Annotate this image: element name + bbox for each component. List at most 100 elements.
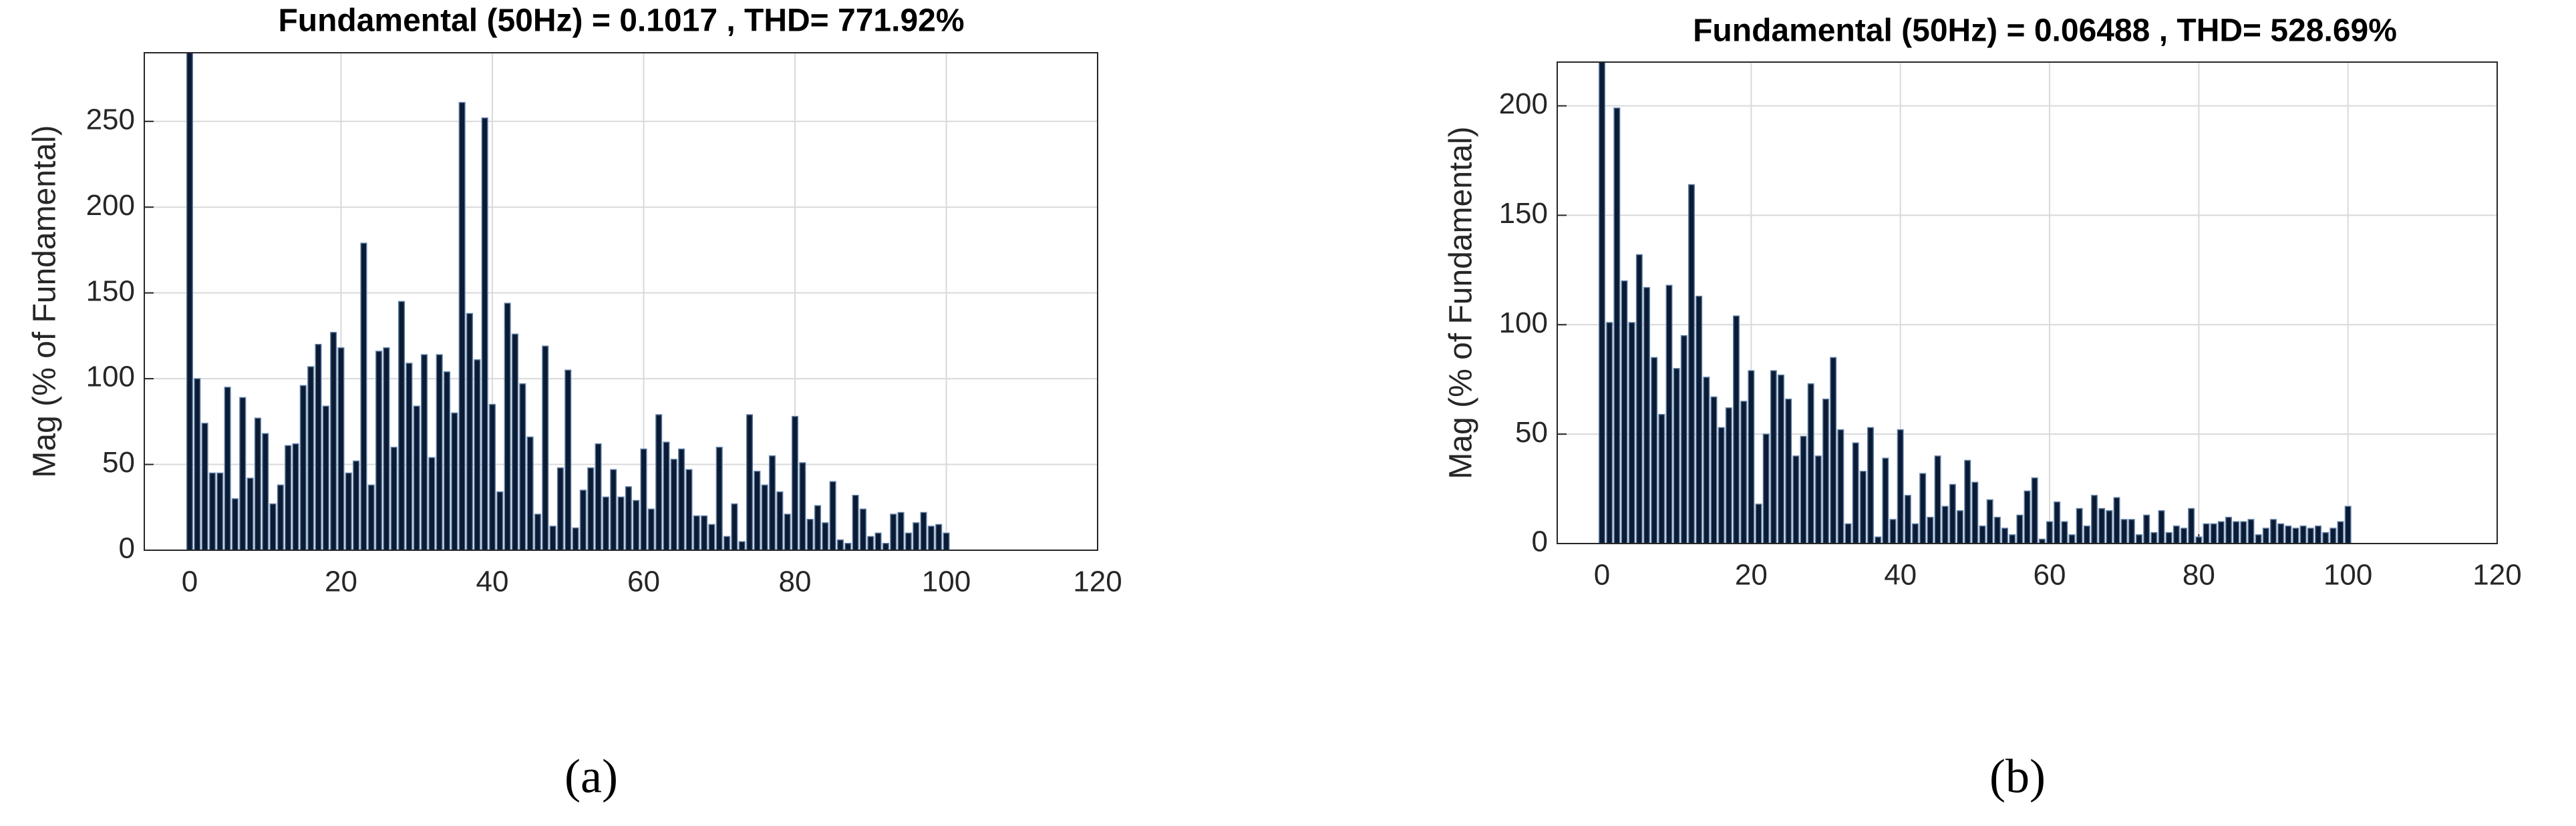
- bar: [496, 491, 504, 550]
- bar: [1837, 429, 1844, 544]
- y-tick-label: 0: [1532, 526, 1548, 558]
- x-tick-label: 100: [922, 566, 971, 598]
- bar: [693, 515, 700, 550]
- bar: [239, 397, 247, 550]
- bar: [1651, 357, 1658, 544]
- bar: [2046, 521, 2053, 544]
- bar: [708, 524, 715, 550]
- bar: [231, 498, 238, 550]
- bar: [890, 513, 897, 550]
- bar: [519, 383, 526, 550]
- bar: [579, 489, 587, 550]
- bar: [1673, 368, 1680, 544]
- bar: [534, 513, 541, 550]
- bar: [610, 469, 617, 550]
- bar: [1665, 284, 1673, 544]
- bar: [2322, 532, 2329, 544]
- bar: [2233, 521, 2240, 544]
- bars: [1599, 62, 2352, 544]
- bar: [761, 484, 768, 550]
- y-axis-label: Mag (% of Fundamental): [27, 125, 63, 477]
- y-tick-label: 150: [86, 274, 135, 307]
- bar: [897, 511, 905, 550]
- bar: [2337, 521, 2344, 544]
- bar: [867, 536, 874, 550]
- x-tick-label: 120: [1073, 566, 1122, 598]
- bar: [277, 484, 284, 550]
- bar: [2292, 528, 2299, 544]
- bar: [1807, 383, 1814, 544]
- bar: [2158, 510, 2165, 544]
- y-tick-label: 50: [1515, 416, 1548, 449]
- bar: [920, 511, 927, 550]
- y-tick-label: 100: [1499, 306, 1548, 339]
- bar: [1867, 427, 1874, 544]
- bar: [1703, 377, 1710, 544]
- bar: [208, 472, 216, 550]
- y-tick-label: 100: [86, 361, 135, 393]
- chart-panel: 0 50 100 150 200 0 20 40 60 80 100 120 Fundamental (…: [1444, 13, 2522, 803]
- bar: [2054, 501, 2061, 544]
- chart-title: Fundamental (50Hz) = 0.1017 , THD= 771.9…: [278, 3, 964, 39]
- bar: [2315, 526, 2321, 544]
- bar: [330, 331, 337, 550]
- bar: [2262, 528, 2269, 544]
- bar: [413, 405, 420, 550]
- bar: [2285, 526, 2292, 544]
- bar: [2277, 523, 2285, 544]
- chart-panel: 0 50 100 150 200 250 0 20 40 60 80 100 120 Fundamenta…: [27, 3, 1122, 803]
- bar: [723, 536, 731, 550]
- bar: [799, 462, 806, 550]
- bar: [292, 443, 299, 550]
- x-tick-label: 100: [2323, 559, 2372, 592]
- x-tick-label: 20: [1735, 559, 1768, 592]
- bar: [754, 471, 761, 550]
- x-tick-label: 80: [2183, 559, 2215, 592]
- bar: [685, 469, 693, 550]
- bar: [572, 527, 579, 550]
- x-tick-label: 80: [779, 566, 812, 598]
- bar: [1606, 322, 1613, 544]
- bar: [549, 526, 556, 550]
- bar: [474, 359, 481, 550]
- x-tick-label: 60: [627, 566, 660, 598]
- bar: [1733, 315, 1740, 544]
- y-tick-label: 150: [1499, 197, 1548, 230]
- bar: [2061, 521, 2068, 544]
- bar: [1919, 473, 1927, 544]
- bar: [194, 378, 201, 550]
- bar: [201, 423, 208, 550]
- bar: [1897, 429, 1904, 544]
- bar: [655, 414, 663, 550]
- bar: [844, 542, 852, 550]
- bar: [262, 433, 269, 550]
- x-tick-label: 20: [325, 566, 357, 598]
- bar: [2024, 490, 2031, 544]
- x-tick-label: 0: [182, 566, 198, 598]
- chart-title: Fundamental (50Hz) = 0.06488 , THD= 528.…: [1693, 13, 2397, 49]
- bar: [1680, 335, 1687, 544]
- x-tick-label: 120: [2472, 559, 2521, 592]
- bar: [2344, 505, 2352, 544]
- bar: [1941, 505, 1949, 544]
- bar: [836, 539, 844, 550]
- bar: [254, 417, 261, 550]
- y-tick-label: 0: [119, 532, 135, 565]
- bar: [2270, 519, 2277, 544]
- bar: [2083, 526, 2090, 544]
- bar: [1778, 374, 1784, 544]
- bar: [1658, 413, 1665, 544]
- bar: [602, 496, 609, 550]
- x-tick-label: 0: [1594, 559, 1610, 592]
- bar: [1949, 483, 1956, 544]
- bar: [2307, 528, 2314, 544]
- bar: [1859, 471, 1867, 544]
- y-tick-label: 200: [1499, 87, 1548, 120]
- bar: [436, 354, 443, 550]
- bar: [738, 541, 746, 550]
- bar: [2001, 528, 2008, 544]
- bar: [1957, 510, 1963, 544]
- bar: [2299, 526, 2307, 544]
- bar: [2031, 477, 2038, 544]
- y-tick-label: 200: [86, 189, 135, 222]
